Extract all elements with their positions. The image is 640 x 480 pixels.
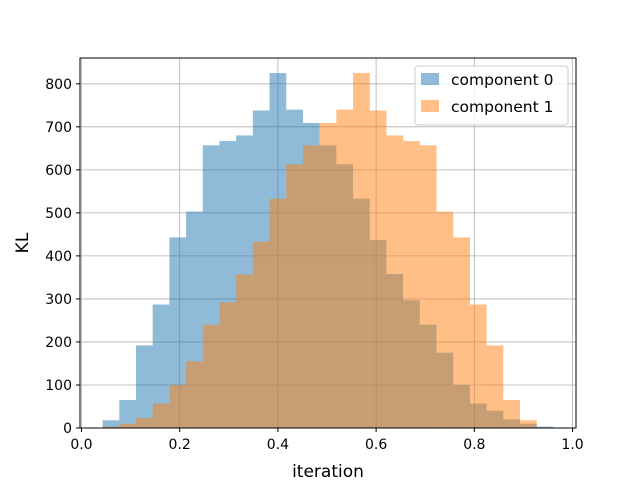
y-tick-label: 500 xyxy=(45,206,72,222)
histogram-bar xyxy=(520,420,537,428)
legend-swatch-component-1 xyxy=(421,100,439,112)
y-tick-label: 600 xyxy=(45,163,72,179)
y-tick-label: 200 xyxy=(45,335,72,351)
histogram-bar xyxy=(469,304,487,428)
histogram-bars xyxy=(102,73,554,429)
legend: component 0 component 1 xyxy=(414,65,569,126)
y-axis-label: KL xyxy=(13,232,33,253)
histogram-bar xyxy=(336,109,354,429)
legend-label-component-1: component 1 xyxy=(451,98,553,116)
histogram-bar xyxy=(436,211,454,428)
histogram-bar xyxy=(236,274,253,428)
histogram-bar xyxy=(169,237,187,428)
histogram-bar xyxy=(403,141,420,428)
histogram-bar xyxy=(102,420,120,428)
y-tick-label: 700 xyxy=(45,120,72,136)
histogram-bar xyxy=(119,400,136,428)
histogram-bar xyxy=(453,237,470,428)
x-tick-label: 1.0 xyxy=(561,437,583,453)
histogram-bar xyxy=(102,426,120,428)
histogram-bar xyxy=(135,345,153,428)
x-tick-label: 0.2 xyxy=(169,437,191,453)
histogram-bar xyxy=(536,426,554,428)
x-tick-label: 0.8 xyxy=(463,437,485,453)
histogram-bar xyxy=(269,198,287,428)
x-tick-label: 0.0 xyxy=(70,437,92,453)
y-tick-label: 0 xyxy=(63,421,72,437)
histogram-bar xyxy=(302,145,320,428)
histogram-bar xyxy=(119,423,136,428)
histogram-bar xyxy=(353,73,370,428)
histogram-bar xyxy=(503,400,521,428)
y-tick-label: 300 xyxy=(45,292,72,308)
histogram-bar xyxy=(135,418,153,428)
legend-label-component-0: component 0 xyxy=(451,71,553,89)
histogram-bar xyxy=(386,135,404,428)
histogram-bar xyxy=(169,384,187,428)
legend-frame xyxy=(414,65,569,126)
histogram-bar xyxy=(152,304,170,428)
legend-swatch-component-0 xyxy=(421,73,439,85)
histogram-bar xyxy=(369,110,387,428)
histogram-bar xyxy=(419,145,437,428)
histogram-bar xyxy=(252,241,270,428)
x-tick-label: 0.6 xyxy=(365,437,387,453)
histogram-bar xyxy=(486,345,504,428)
histogram-bar xyxy=(219,302,237,428)
x-axis-ticks: 0.0 0.2 0.4 0.6 0.8 1.0 xyxy=(70,428,584,453)
y-axis-ticks: 0 100 200 300 400 500 600 700 800 xyxy=(45,77,80,437)
series-1-bars xyxy=(102,73,537,429)
y-tick-label: 100 xyxy=(45,378,72,394)
x-axis-label: iteration xyxy=(292,462,364,480)
plot-area-frame xyxy=(79,57,577,429)
x-tick-label: 0.4 xyxy=(267,437,289,453)
histogram-bar xyxy=(319,122,337,428)
y-tick-label: 400 xyxy=(45,249,72,265)
histogram-bar xyxy=(186,361,203,428)
histogram-bar xyxy=(202,324,220,428)
histogram-bar xyxy=(152,403,170,428)
histogram-bar xyxy=(286,164,303,428)
y-tick-label: 800 xyxy=(45,77,72,93)
